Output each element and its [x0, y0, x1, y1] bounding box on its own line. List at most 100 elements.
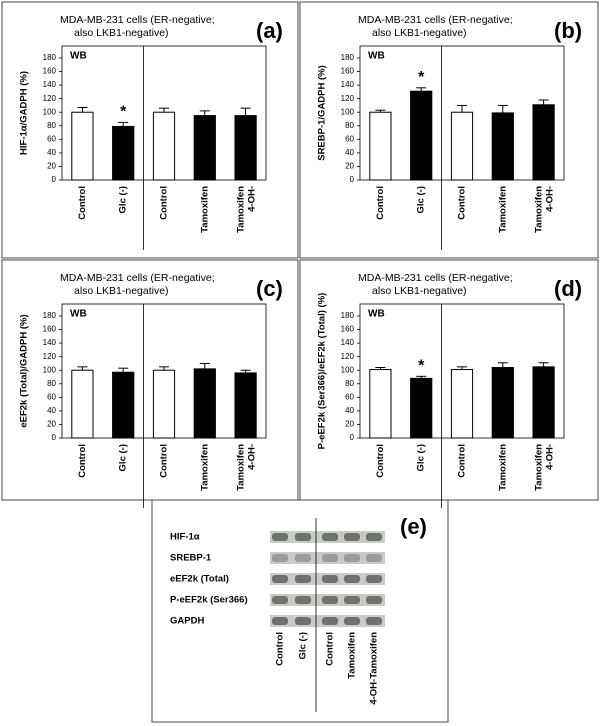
- y-tick-label: 80: [345, 379, 354, 388]
- y-tick-label: 120: [341, 352, 355, 361]
- y-tick-label: 40: [47, 148, 56, 157]
- panel-frame: [1, 259, 299, 501]
- bar: [532, 104, 555, 181]
- chart-title: MDA-MB-231 cells (ER-negative; also LKB1-…: [60, 14, 215, 39]
- y-axis-label: SREBP-1/GADPH (%): [317, 65, 328, 161]
- x-tick-label: Glc (-): [118, 186, 129, 213]
- blot-band: [295, 575, 311, 583]
- y-tick-label: 160: [341, 325, 355, 334]
- blot-band: [322, 596, 338, 604]
- blot-band: [295, 617, 311, 625]
- annotation: WB: [368, 51, 385, 62]
- blot-band: [366, 575, 382, 583]
- bar: [234, 115, 257, 181]
- bar: [369, 369, 392, 439]
- x-tick-label: Control: [77, 186, 88, 220]
- bar: [532, 366, 555, 439]
- annotation: WB: [70, 51, 87, 62]
- significance-mark: *: [418, 358, 425, 375]
- chart-title: MDA-MB-231 cells (ER-negative; also LKB1-…: [358, 272, 513, 297]
- y-tick-label: 40: [345, 148, 354, 157]
- blot-band: [272, 533, 288, 541]
- x-tick-label: Tamoxifen4-OH-: [533, 444, 555, 491]
- chart-title: MDA-MB-231 cells (ER-negative; also LKB1-…: [60, 272, 215, 297]
- bar: [71, 111, 94, 181]
- bar: [152, 111, 176, 181]
- bar: [410, 377, 433, 439]
- panel-frame: [299, 259, 599, 501]
- x-tick-label: Tamoxifen: [199, 444, 210, 491]
- significance-mark: *: [418, 69, 425, 86]
- y-tick-label: 120: [43, 94, 57, 103]
- y-tick-label: 20: [47, 420, 56, 429]
- blot-lane-label: Control: [325, 632, 336, 666]
- y-tick-label: 80: [47, 121, 56, 130]
- y-tick-label: 180: [341, 53, 355, 62]
- blot-row-label: SREBP-1: [170, 553, 212, 564]
- y-axis-label: eEF2k (Total)/GADPH (%): [19, 314, 30, 427]
- y-tick-label: 20: [345, 420, 354, 429]
- bar: [112, 371, 135, 439]
- blot-band: [272, 617, 288, 625]
- panel-label: (a): [256, 18, 283, 43]
- blot-band: [344, 554, 360, 562]
- blot-lane-label: Control: [275, 632, 286, 666]
- blot-band: [344, 617, 360, 625]
- panel-frame: [299, 1, 599, 259]
- blot-lane-label: 4-OH-Tamoxifen: [369, 632, 380, 705]
- blot-band: [322, 533, 338, 541]
- panel-label: (d): [554, 276, 582, 301]
- bar: [491, 112, 514, 181]
- y-axis-label: HIF-1α/GADPH (%): [19, 71, 30, 155]
- x-tick-label: Control: [375, 186, 386, 220]
- chart-title: MDA-MB-231 cells (ER-negative; also LKB1-…: [358, 14, 513, 39]
- y-tick-label: 180: [341, 311, 355, 320]
- y-tick-label: 100: [43, 107, 57, 116]
- x-tick-label: Tamoxifen: [199, 186, 210, 233]
- blot-band: [295, 533, 311, 541]
- blot-band: [295, 554, 311, 562]
- panel-frame: [1, 1, 299, 259]
- y-tick-label: 180: [43, 311, 57, 320]
- x-tick-label: Control: [77, 444, 88, 478]
- y-tick-label: 160: [43, 325, 57, 334]
- y-tick-label: 0: [52, 175, 57, 184]
- blot-band: [344, 533, 360, 541]
- y-tick-label: 140: [43, 338, 57, 347]
- panel-label: (c): [256, 276, 283, 301]
- y-tick-label: 0: [350, 433, 355, 442]
- bar: [410, 90, 433, 181]
- y-tick-label: 40: [345, 406, 354, 415]
- blot-band: [322, 617, 338, 625]
- bar: [193, 115, 216, 181]
- x-tick-label: Tamoxifen4-OH-: [533, 186, 555, 233]
- blot-band: [344, 596, 360, 604]
- y-tick-label: 60: [345, 392, 354, 401]
- blot-band: [322, 575, 338, 583]
- x-tick-label: Tamoxifen4-OH-: [235, 444, 257, 491]
- blot-lane-label: Glc (-): [298, 632, 309, 659]
- panel-label: (b): [554, 18, 582, 43]
- y-tick-label: 140: [341, 80, 355, 89]
- blot-band: [295, 596, 311, 604]
- blot-row-label: GAPDH: [170, 616, 204, 627]
- annotation: WB: [368, 309, 385, 320]
- bar: [369, 111, 392, 181]
- x-tick-label: Control: [457, 444, 468, 478]
- y-tick-label: 20: [47, 162, 56, 171]
- x-tick-label: Glc (-): [416, 186, 427, 213]
- bar: [234, 372, 257, 439]
- x-tick-label: Control: [375, 444, 386, 478]
- blot-band: [366, 617, 382, 625]
- blot-band: [322, 554, 338, 562]
- y-axis-label: P-eEF2k (Ser366)/eEF2k (Total) (%): [317, 293, 328, 450]
- y-tick-label: 140: [43, 80, 57, 89]
- y-tick-label: 160: [341, 67, 355, 76]
- x-tick-label: Glc (-): [118, 444, 129, 471]
- blot-band: [344, 575, 360, 583]
- x-tick-label: Tamoxifen: [497, 186, 508, 233]
- y-tick-label: 60: [47, 134, 56, 143]
- panel-label: (e): [400, 514, 427, 539]
- bar: [152, 369, 176, 439]
